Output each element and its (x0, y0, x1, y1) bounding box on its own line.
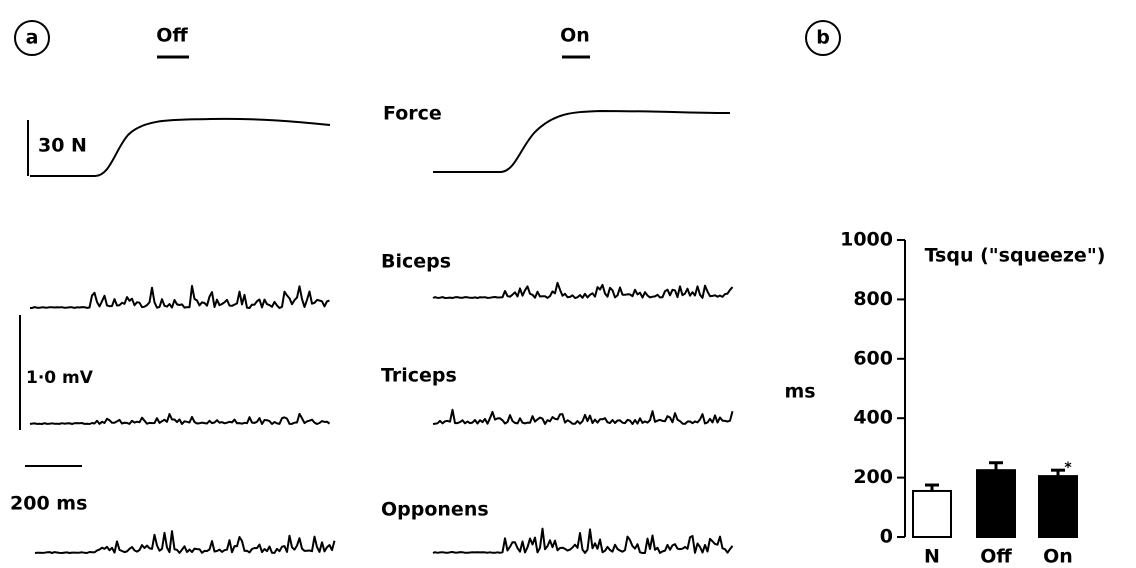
trace-label: Force (383, 103, 442, 125)
trace-label: Opponens (381, 499, 489, 521)
y-tick-label: 800 (853, 288, 893, 310)
x-tick-label: N (924, 546, 940, 568)
emg-trace (432, 408, 734, 425)
condition-label: On (560, 25, 590, 47)
scale-label: 200 ms (10, 493, 87, 515)
y-tick-label: 200 (853, 466, 893, 488)
bar (912, 489, 952, 538)
y-axis-label: ms (784, 381, 815, 403)
scale-label: 1·0 mV (26, 368, 94, 388)
condition-label: Off (156, 25, 188, 47)
trace-label: Biceps (381, 251, 451, 273)
x-tick-label: On (1043, 546, 1073, 568)
trace-label: Triceps (381, 365, 457, 387)
y-tick-label: 0 (880, 526, 893, 548)
force-trace (433, 110, 731, 173)
force-trace (30, 117, 331, 177)
panel-circle (14, 20, 50, 56)
annotation: * (1064, 460, 1072, 476)
y-tick-label: 600 (853, 347, 893, 369)
emg-trace (29, 412, 331, 425)
emg-trace (30, 284, 330, 309)
panel-label: a (26, 27, 39, 49)
chart-title: Tsqu ("squeeze") (925, 245, 1106, 267)
y-tick-label: 400 (853, 407, 893, 429)
bar (976, 469, 1016, 538)
emg-trace (432, 527, 734, 554)
x-tick-label: Off (980, 546, 1012, 568)
emg-trace (34, 530, 336, 554)
panel-circle (805, 20, 841, 56)
bar (1038, 475, 1078, 538)
panel-label: b (816, 27, 830, 49)
emg-trace (432, 281, 734, 299)
scale-label: 30 N (38, 135, 87, 157)
y-tick-label: 1000 (840, 229, 893, 251)
